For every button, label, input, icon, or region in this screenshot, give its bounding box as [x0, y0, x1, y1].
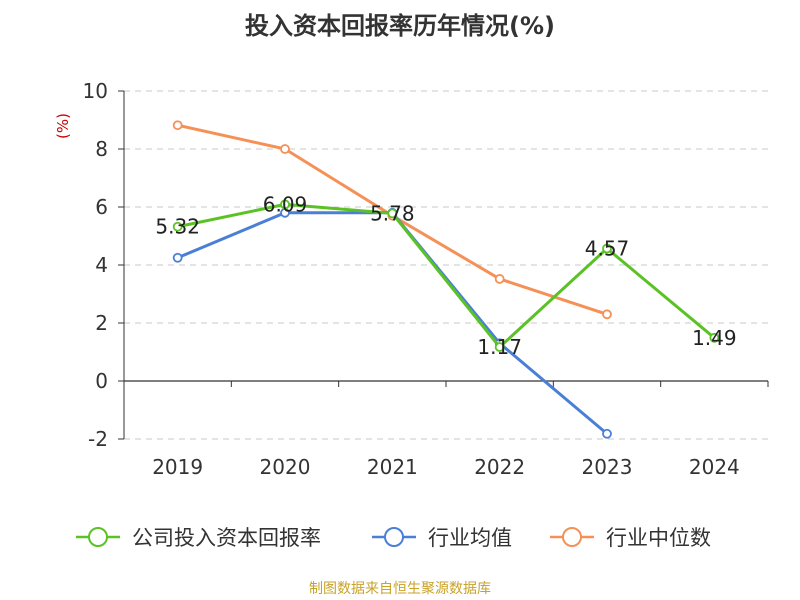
y-tick-label: 4 [95, 253, 108, 277]
data-label: 6.09 [263, 192, 308, 216]
x-tick-label: 2020 [260, 455, 311, 479]
data-point [709, 332, 720, 343]
series-line [177, 202, 716, 349]
data-point [602, 309, 612, 320]
legend-label: 行业均值 [428, 526, 512, 550]
data-point [602, 243, 612, 254]
x-tick-label: 2024 [689, 455, 740, 479]
data-point [494, 342, 505, 352]
legend-label: 行业中位数 [606, 526, 711, 550]
data-point [387, 208, 398, 219]
legend-label: 公司投入资本回报率 [132, 526, 321, 550]
y-tick-label: 2 [95, 311, 108, 335]
series [172, 120, 720, 439]
legend-marker [88, 527, 108, 547]
y-axis-label: (%) [54, 113, 72, 139]
legend-marker [384, 527, 404, 547]
data-point [280, 144, 290, 154]
data-labels: 5.32 6.09 5.78 1.17 4.57 1.49 [155, 192, 736, 359]
data-point [172, 252, 183, 263]
x-tick-label: 2021 [367, 455, 418, 479]
y-tick-label: 10 [83, 79, 108, 103]
x-tick-label: 2023 [582, 455, 633, 479]
data-point [494, 274, 505, 284]
y-tick-label: 0 [95, 369, 108, 393]
data-label: 5.78 [370, 201, 415, 225]
data-label: 4.57 [585, 236, 630, 260]
data-label: 1.49 [692, 326, 737, 350]
data-point [280, 199, 290, 210]
axes: -2 0 2 4 6 8 10 2019 2020 2021 2022 2023 2024 (%) [54, 79, 769, 479]
data-point [172, 221, 183, 232]
legend: 公司投入资本回报率 行业均值 行业中位数 [76, 526, 711, 550]
y-tick-label: -2 [88, 427, 108, 451]
grid-lines [124, 90, 768, 440]
x-tick-label: 2019 [152, 455, 203, 479]
x-tick-label: 2022 [474, 455, 525, 479]
y-tick-label: 8 [95, 137, 108, 161]
data-point [602, 428, 612, 439]
legend-marker [562, 527, 582, 547]
data-label: 5.32 [155, 215, 200, 239]
source-note: 制图数据来自恒生聚源数据库 [309, 581, 491, 597]
y-tick-label: 6 [95, 195, 108, 219]
chart-title: 投入资本回报率历年情况(%) [245, 12, 555, 40]
data-label: 1.17 [477, 335, 522, 359]
data-point [172, 120, 183, 131]
